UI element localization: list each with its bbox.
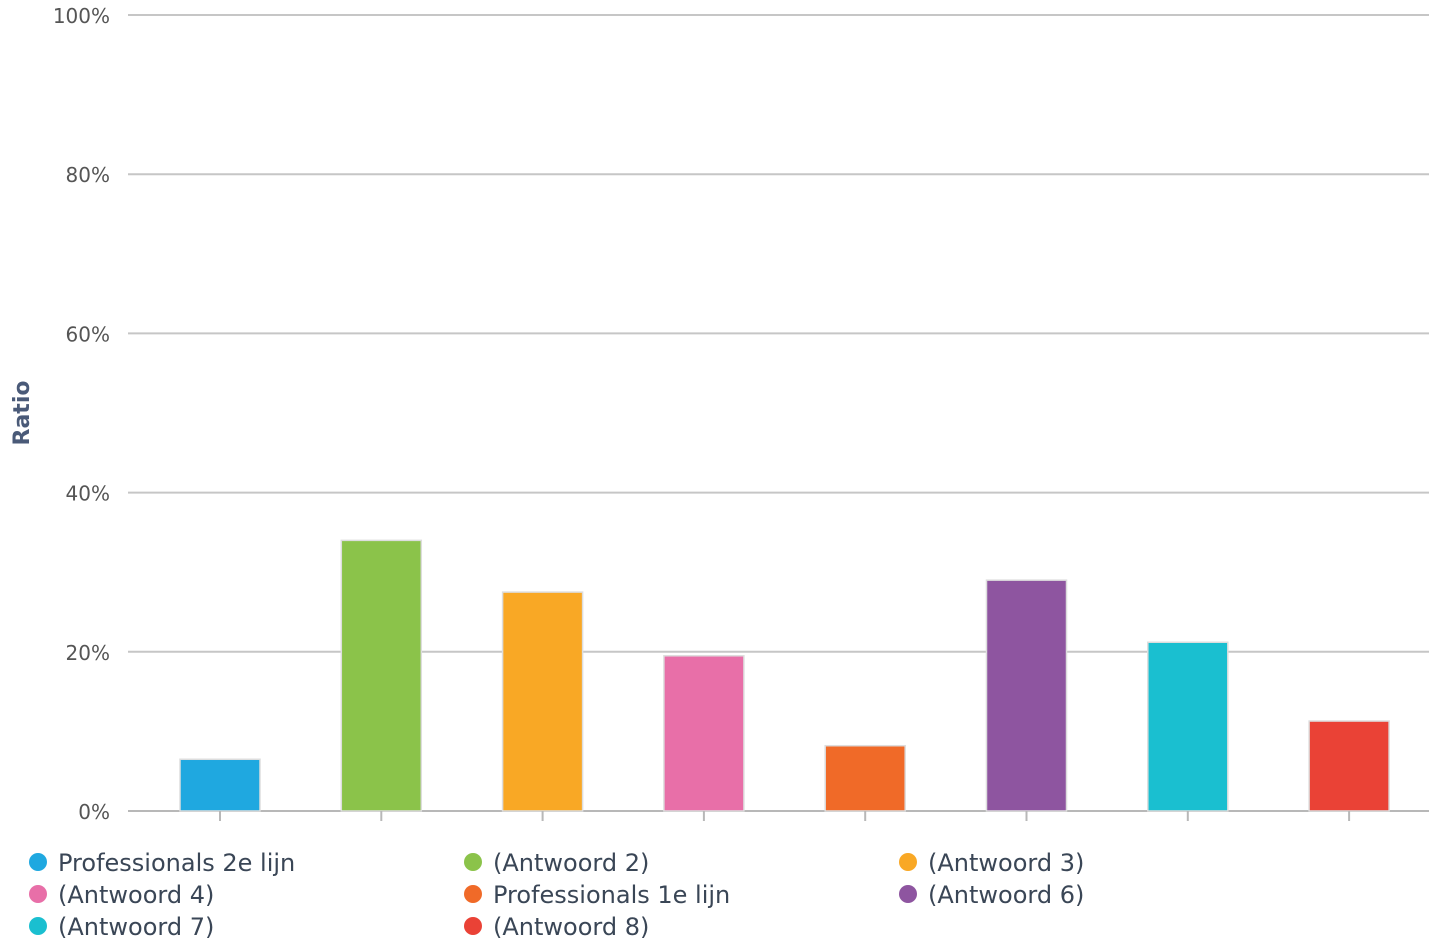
legend-swatch bbox=[29, 853, 47, 871]
legend-label: (Antwoord 3) bbox=[928, 849, 1084, 877]
bar bbox=[985, 579, 1068, 812]
grid-layer bbox=[128, 14, 1429, 812]
legend-swatch bbox=[899, 885, 917, 903]
y-tick-label: 40% bbox=[66, 482, 110, 506]
bar bbox=[340, 539, 423, 812]
bars bbox=[179, 539, 1390, 812]
y-tick-label: 80% bbox=[66, 163, 110, 187]
legend-label: Professionals 2e lijn bbox=[58, 849, 295, 877]
legend-label: (Antwoord 8) bbox=[493, 913, 649, 941]
legend-item[interactable]: (Antwoord 2) bbox=[464, 849, 649, 877]
bar bbox=[1147, 641, 1229, 812]
legend-item[interactable]: (Antwoord 3) bbox=[899, 849, 1084, 877]
bar bbox=[663, 655, 745, 812]
legend-swatch bbox=[899, 853, 917, 871]
legend: Professionals 2e lijn (Antwoord 2) (Antwoo… bbox=[29, 849, 1084, 941]
legend-swatch bbox=[29, 885, 47, 903]
legend-swatch bbox=[29, 917, 47, 935]
bar bbox=[501, 591, 584, 812]
legend-label: Professionals 1e lijn bbox=[493, 881, 730, 909]
legend-item[interactable]: (Antwoord 6) bbox=[899, 881, 1084, 909]
x-axis-ticks bbox=[219, 811, 1351, 821]
y-tick-label: 0% bbox=[78, 800, 110, 824]
legend-item[interactable]: (Antwoord 7) bbox=[29, 913, 214, 941]
legend-label: (Antwoord 4) bbox=[58, 881, 214, 909]
bar bbox=[1308, 720, 1390, 812]
legend-swatch bbox=[464, 853, 482, 871]
legend-item[interactable]: Professionals 2e lijn bbox=[29, 849, 295, 877]
legend-label: (Antwoord 2) bbox=[493, 849, 649, 877]
bar bbox=[179, 758, 261, 812]
legend-item[interactable]: (Antwoord 4) bbox=[29, 881, 214, 909]
y-axis-title: Ratio bbox=[10, 381, 35, 446]
legend-swatch bbox=[464, 917, 482, 935]
y-tick-label: 20% bbox=[66, 641, 110, 665]
legend-swatch bbox=[464, 885, 482, 903]
legend-label: (Antwoord 6) bbox=[928, 881, 1084, 909]
y-tick-label: 60% bbox=[66, 322, 110, 346]
legend-label: (Antwoord 7) bbox=[58, 913, 214, 941]
bar bbox=[824, 744, 906, 812]
y-axis-ticks: 0% 20% 40% 60% 80% 100% bbox=[53, 4, 110, 824]
y-tick-label: 100% bbox=[53, 4, 110, 28]
legend-item[interactable]: Professionals 1e lijn bbox=[464, 881, 730, 909]
legend-item[interactable]: (Antwoord 8) bbox=[464, 913, 649, 941]
